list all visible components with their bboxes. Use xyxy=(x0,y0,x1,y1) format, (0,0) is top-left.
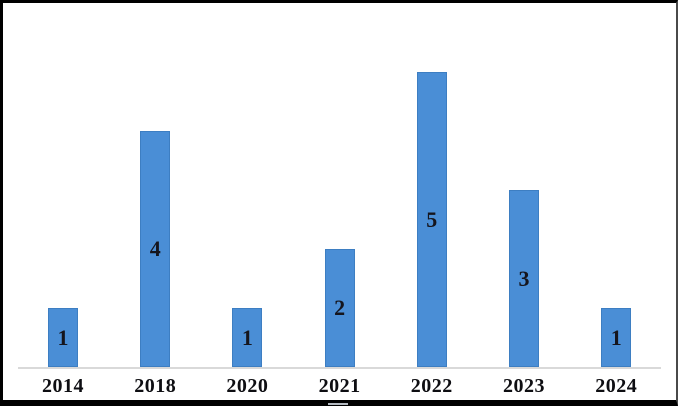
bar-data-label-2018: 4 xyxy=(149,236,161,261)
bar-data-label-2023: 3 xyxy=(518,265,530,291)
plot-area: 1 2014 4 2018 1 2020 2 2021 5 2022 3 2023 1 2024 xyxy=(3,3,676,400)
x-axis-tick-label-2014: 2014 xyxy=(42,375,84,397)
bar-2018 xyxy=(140,131,170,367)
bar-2024 xyxy=(601,308,631,367)
x-axis-tick-label-2024: 2024 xyxy=(595,375,638,397)
bar-2020 xyxy=(232,308,262,367)
x-axis-tick-label-2021: 2021 xyxy=(318,375,361,397)
bar-data-label-2022: 5 xyxy=(426,206,438,232)
x-axis-line xyxy=(18,367,661,369)
bar-data-label-2020: 1 xyxy=(241,324,253,350)
bar-2022 xyxy=(417,72,447,367)
bar-data-label-2021: 2 xyxy=(334,295,346,320)
bar-2023 xyxy=(509,190,539,367)
x-axis-tick-label-2023: 2023 xyxy=(503,375,545,397)
bar-data-label-2024: 1 xyxy=(610,324,622,350)
bar-data-label-2014: 1 xyxy=(57,324,69,350)
bar-2021 xyxy=(325,249,355,367)
x-axis-tick-label-2020: 2020 xyxy=(226,375,269,397)
bar-2014 xyxy=(48,308,78,367)
x-axis-tick-label-2022: 2022 xyxy=(410,375,453,397)
legend-marker-fragment xyxy=(328,403,348,405)
x-axis-tick-label-2018: 2018 xyxy=(134,375,177,397)
